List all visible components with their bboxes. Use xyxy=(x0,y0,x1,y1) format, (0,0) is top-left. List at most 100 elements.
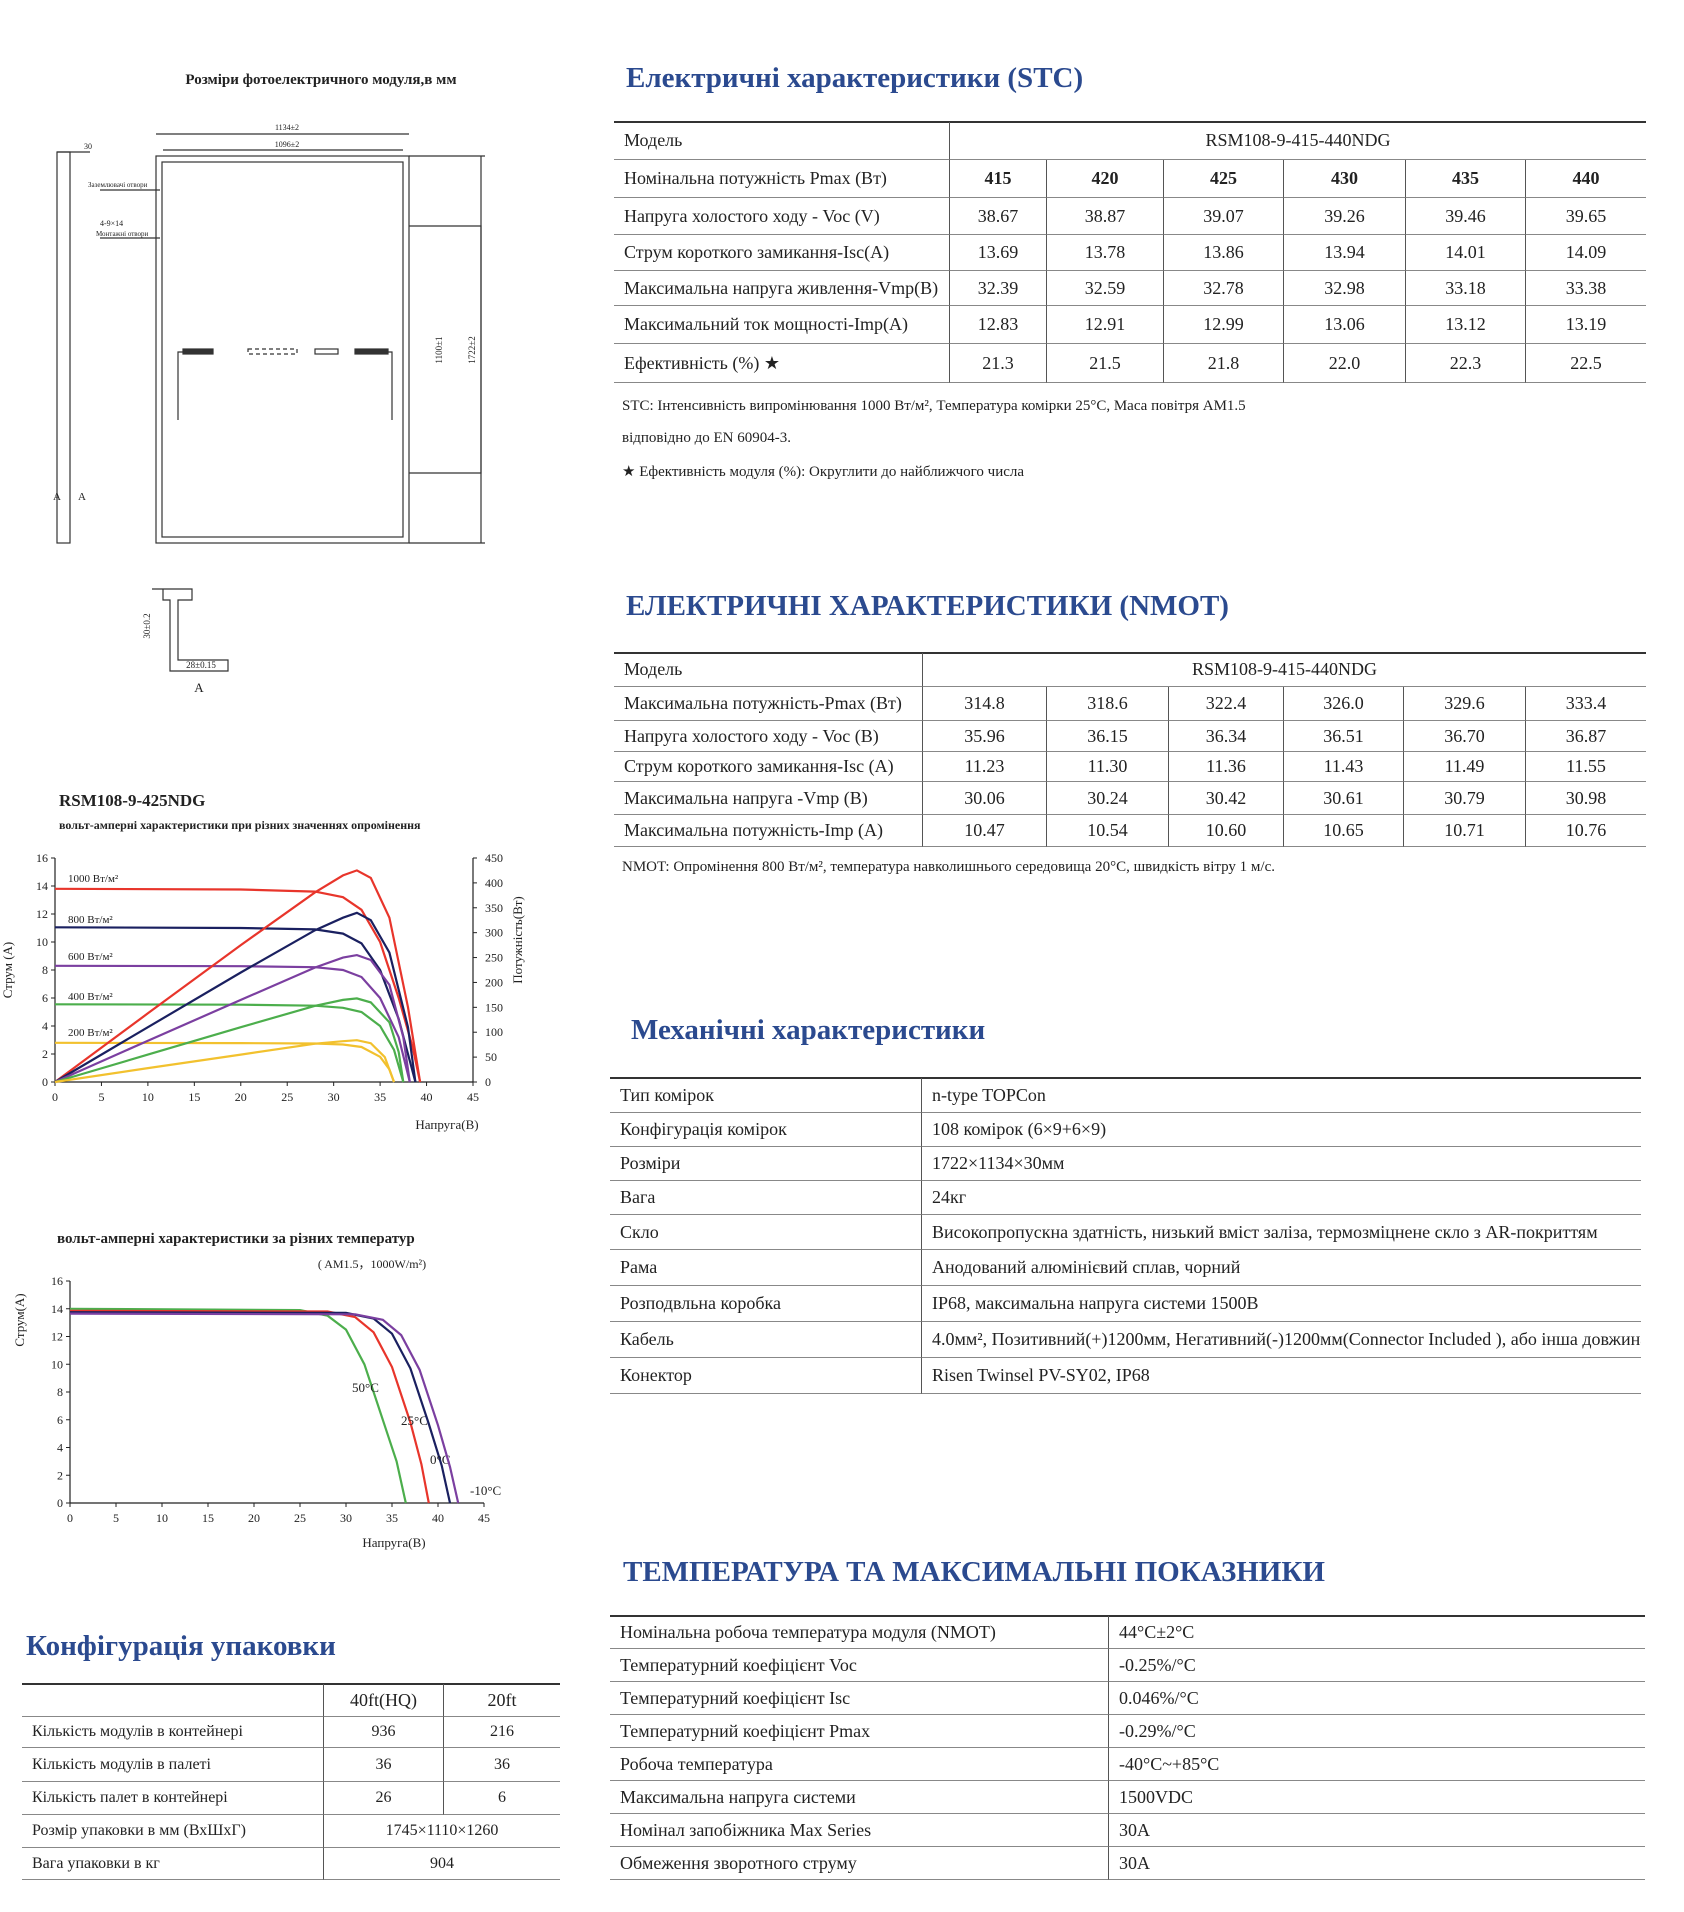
table-cell: 420 xyxy=(1046,160,1163,198)
dim-label: 1100±1 xyxy=(434,336,444,363)
table-rule xyxy=(22,1683,560,1685)
table-cell: Розмір упаковки в мм (ВхШхГ) xyxy=(22,1815,323,1848)
x-axis-label: Напруга(В) xyxy=(362,1535,425,1550)
y2-tick-label: 450 xyxy=(485,851,503,865)
table-cell: RSM108-9-415-440NDG xyxy=(949,122,1646,160)
table-cell: 329.6 xyxy=(1403,687,1525,721)
x-tick-label: 30 xyxy=(328,1090,340,1104)
note: відповідно до EN 60904-3. xyxy=(622,430,791,446)
callout: 4-9×14 xyxy=(100,219,123,228)
x-tick-label: 5 xyxy=(98,1090,104,1104)
table-cell: Модель xyxy=(614,653,922,687)
table-cell: 30.24 xyxy=(1046,782,1168,815)
table-cell: 13.69 xyxy=(949,235,1046,271)
table-cell: 13.78 xyxy=(1046,235,1163,271)
table-cell: 39.65 xyxy=(1525,198,1646,235)
profile xyxy=(152,588,229,672)
chart-subtitle: ( AM1.5，1000W/m²) xyxy=(318,1257,426,1271)
series-line xyxy=(54,997,405,1084)
series-line xyxy=(69,1311,452,1504)
y2-axis-label: Потужність(Вт) xyxy=(510,896,525,984)
table-cell: 40ft(HQ) xyxy=(323,1684,443,1717)
junction-box xyxy=(182,348,214,355)
y-tick-label: 8 xyxy=(57,1385,63,1399)
table-cell: 22.3 xyxy=(1405,344,1525,383)
table-cell: n-type TOPCon xyxy=(921,1078,1641,1113)
table-cell: Кількість модулів в контейнері xyxy=(22,1717,323,1748)
table-cell: 39.46 xyxy=(1405,198,1525,235)
table-cell: 30A xyxy=(1108,1814,1645,1847)
y-tick-label: 12 xyxy=(51,1330,63,1344)
table-cell: 10.60 xyxy=(1168,815,1283,847)
table-cell: 435 xyxy=(1405,160,1525,198)
y2-tick-label: 400 xyxy=(485,876,503,890)
table-cell: 39.26 xyxy=(1283,198,1405,235)
x-tick-label: 45 xyxy=(467,1090,479,1104)
table-cell: Кабель xyxy=(610,1322,921,1358)
table-cell: 30.42 xyxy=(1168,782,1283,815)
table-cell: 904 xyxy=(323,1848,560,1880)
table-rule xyxy=(614,652,1646,654)
table-cell: 32.78 xyxy=(1163,271,1283,306)
table-cell: 30.06 xyxy=(922,782,1046,815)
note: ★ Ефективність модуля (%): Округлити до … xyxy=(622,464,1025,480)
table-cell: 39.07 xyxy=(1163,198,1283,235)
table-cell: 10.76 xyxy=(1525,815,1646,847)
section-label: A xyxy=(53,491,61,503)
section-title: ЕЛЕКТРИЧНІ ХАРАКТЕРИСТИКИ (NMOT) xyxy=(626,590,1229,622)
x-tick-label: 5 xyxy=(113,1511,119,1525)
x-tick-label: 0 xyxy=(67,1511,73,1525)
table-cell: RSM108-9-415-440NDG xyxy=(922,653,1646,687)
series-line xyxy=(54,1041,396,1083)
series-label: 200 Вт/м² xyxy=(68,1027,113,1039)
table-cell: 11.36 xyxy=(1168,752,1283,782)
table-cell: 1745×1110×1260 xyxy=(323,1815,560,1848)
table-cell: Температурний коефіцієнт Voc xyxy=(610,1649,1108,1682)
module-drawing xyxy=(56,133,485,672)
table-cell: 11.23 xyxy=(922,752,1046,782)
series-label: 50°C xyxy=(352,1380,379,1395)
y2-tick-label: 300 xyxy=(485,926,503,940)
table-cell: Температурний коефіцієнт Isc xyxy=(610,1682,1108,1715)
junction-box xyxy=(247,348,298,355)
table-rule xyxy=(610,1077,1641,1079)
series-label: 800 Вт/м² xyxy=(68,914,113,926)
table-cell: 1722×1134×30мм xyxy=(921,1147,1641,1181)
y2-tick-label: 150 xyxy=(485,1000,503,1014)
y-tick-label: 10 xyxy=(36,935,48,949)
table-cell: 21.8 xyxy=(1163,344,1283,383)
table-cell: Скло xyxy=(610,1215,921,1250)
section-title: Механічні характеристики xyxy=(631,1014,986,1046)
table-cell: 12.99 xyxy=(1163,306,1283,344)
y-axis-label: Струм(А) xyxy=(12,1293,27,1346)
table-cell: 13.06 xyxy=(1283,306,1405,344)
table-cell: Максимальна напруга живлення-Vmp(B) xyxy=(614,271,949,306)
table-cell: 36.34 xyxy=(1168,721,1283,752)
table-cell: Високопропускна здатність, низький вміст… xyxy=(921,1215,1641,1250)
table-cell: Ефективність (%) ★ xyxy=(614,344,949,383)
frame-inner xyxy=(161,161,404,538)
x-tick-label: 0 xyxy=(52,1090,58,1104)
table-cell: 440 xyxy=(1525,160,1646,198)
section-title: ТЕМПЕРАТУРА ТА МАКСИМАЛЬНІ ПОКАЗНИКИ xyxy=(623,1556,1325,1588)
table-cell: 36 xyxy=(443,1748,560,1782)
series-line xyxy=(69,1307,407,1504)
table-cell: 425 xyxy=(1163,160,1283,198)
junction-box xyxy=(354,348,389,355)
table-cell: Конектор xyxy=(610,1358,921,1394)
table-cell: 33.38 xyxy=(1525,271,1646,306)
table-cell: 4.0мм², Позитивний(+)1200мм, Негативний(… xyxy=(921,1322,1641,1358)
table-cell: 322.4 xyxy=(1168,687,1283,721)
y-tick-label: 2 xyxy=(42,1047,48,1061)
table-cell: 13.19 xyxy=(1525,306,1646,344)
x-tick-label: 40 xyxy=(421,1090,433,1104)
table-cell: 32.98 xyxy=(1283,271,1405,306)
section-title: Конфігурація упаковки xyxy=(26,1630,336,1662)
series-label: 400 Вт/м² xyxy=(68,991,113,1003)
table-cell: Максимальний ток мощності-Imp(A) xyxy=(614,306,949,344)
table-cell: 6 xyxy=(443,1782,560,1815)
junction-box xyxy=(314,348,339,355)
dim-label: 28±0.15 xyxy=(186,660,216,670)
table-cell: Максимальна потужність-Imp (А) xyxy=(614,815,922,847)
